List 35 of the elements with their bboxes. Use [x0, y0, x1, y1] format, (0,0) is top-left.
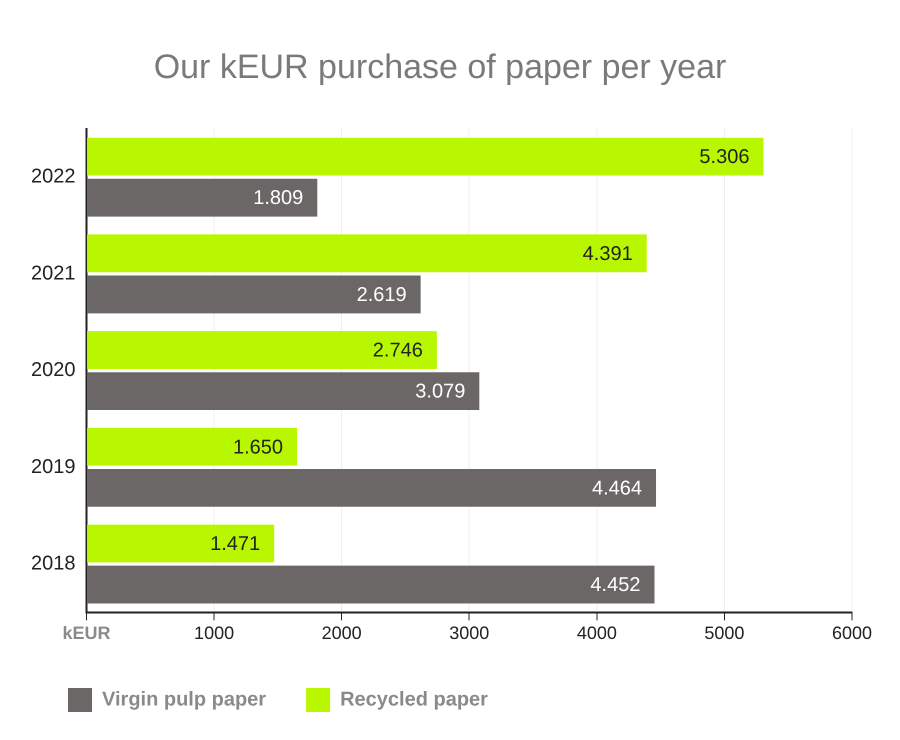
x-tick-label: kEUR [62, 623, 110, 644]
legend-label: Virgin pulp paper [102, 688, 266, 711]
legend-label: Recycled paper [340, 688, 488, 711]
y-tick-label: 2022 [30, 166, 76, 188]
data-label: 5.306 [699, 146, 750, 168]
bar [86, 178, 318, 217]
bar [86, 138, 764, 176]
y-tick-label: 2019 [30, 456, 76, 478]
data-label: 3.079 [415, 380, 466, 403]
x-tick-label: 5000 [704, 623, 744, 644]
bar [86, 331, 437, 369]
data-label: 2.619 [356, 284, 407, 306]
x-tick-label: 2000 [322, 623, 362, 644]
x-tick-label: 4000 [576, 623, 617, 644]
data-label: 4.452 [590, 574, 640, 596]
data-label: 1.471 [210, 533, 260, 556]
data-label: 4.464 [592, 477, 642, 500]
bar [86, 234, 647, 272]
bar [86, 372, 480, 410]
data-label: 4.391 [582, 242, 633, 265]
y-tick-label: 2018 [30, 552, 76, 575]
x-tick-label: 3000 [449, 623, 490, 644]
x-tick-label: 1000 [194, 623, 234, 644]
bar [86, 524, 274, 562]
bar [86, 468, 656, 507]
chart-title: Our kEUR purchase of paper per year [154, 48, 726, 86]
y-tick-label: 2020 [30, 359, 76, 382]
bar [86, 276, 421, 314]
y-tick-label: 2021 [30, 262, 76, 284]
data-label: 2.746 [372, 340, 423, 362]
data-label: 1.809 [253, 187, 304, 210]
data-label: 1.650 [232, 436, 284, 458]
bar [86, 428, 298, 466]
x-tick-label: 6000 [832, 623, 872, 644]
bar [86, 566, 654, 604]
